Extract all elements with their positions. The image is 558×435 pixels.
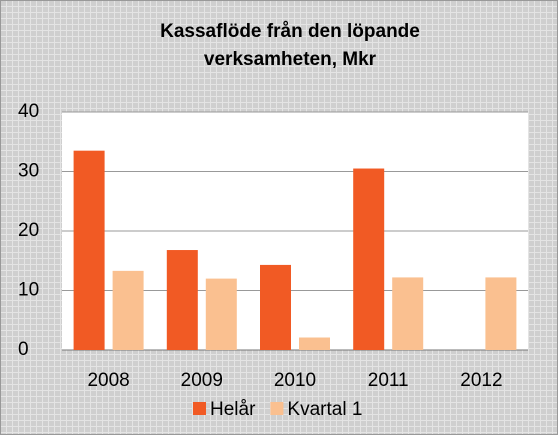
bar [392,277,424,350]
x-tick-label: 2010 [274,370,316,391]
legend-label: Helår [210,399,256,420]
y-tick-label: 40 [18,101,39,122]
y-tick-label: 0 [18,339,29,360]
chart-title: verksamheten, Mkr [204,49,377,70]
bar [353,168,385,350]
bar [205,278,237,350]
legend-label: Kvartal 1 [287,399,362,420]
legend-swatch [193,402,206,415]
legend-swatch [270,402,284,415]
bar [485,277,517,350]
y-tick-label: 20 [18,220,39,241]
x-tick-label: 2008 [87,370,129,391]
bar [112,270,144,350]
x-tick-label: 2009 [181,370,223,391]
y-tick-label: 10 [18,280,39,301]
y-tick-label: 30 [18,161,39,182]
x-tick-label: 2012 [460,370,502,391]
bar [299,337,330,350]
chart-title: Kassaflöde från den löpande [160,21,420,42]
bar [166,250,198,350]
bar [73,150,105,350]
bar [260,264,291,350]
x-tick-label: 2011 [368,370,409,391]
